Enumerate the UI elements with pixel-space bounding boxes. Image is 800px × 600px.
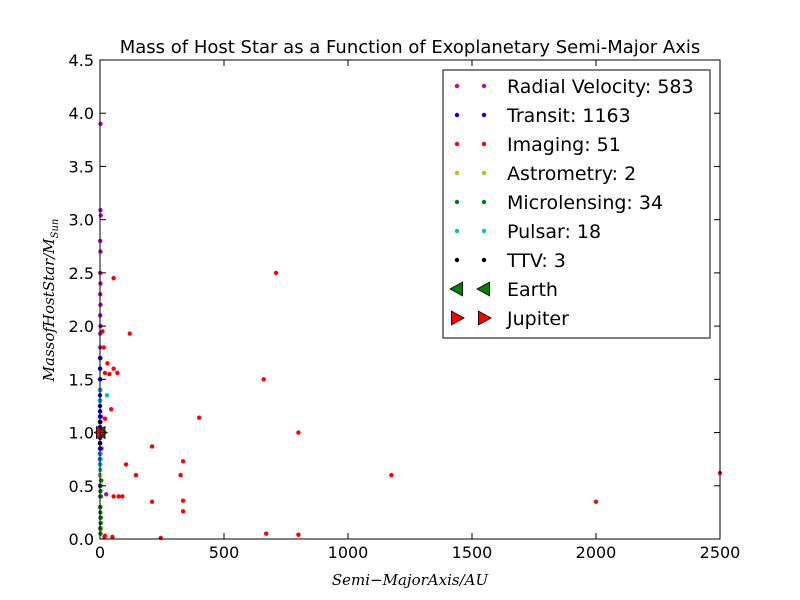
data-point-s2-p4	[111, 366, 116, 371]
data-point-s4-p4	[98, 494, 104, 499]
legend-marker-3-1	[481, 170, 487, 176]
y-tick-label-8: 4.0	[69, 104, 94, 123]
data-point-s2-p33	[100, 329, 105, 334]
legend-marker-6-0	[454, 257, 460, 263]
data-point-s2-p20	[111, 494, 116, 499]
x-tick-label-0: 0	[95, 543, 105, 562]
legend-marker-8-1	[478, 310, 492, 326]
x-tick-label-4: 2000	[576, 543, 617, 562]
data-point-s2-p9	[108, 406, 114, 412]
x-tick-label-2: 1000	[328, 543, 369, 562]
data-point-s2-p17	[178, 472, 183, 478]
data-point-s2-p1	[111, 276, 116, 281]
legend-marker-7-1	[476, 281, 490, 297]
legend-label-6: TTV: 3	[506, 250, 566, 272]
data-point-s2-p7	[107, 371, 112, 377]
legend-marker-4-0	[454, 199, 460, 205]
data-point-s2-p10	[197, 415, 202, 420]
legend-marker-6-1	[481, 257, 487, 263]
legend-label-1: Transit: 1163	[506, 105, 631, 127]
legend-marker-5-0	[454, 228, 460, 234]
legend-marker-2-0	[454, 141, 460, 147]
legend-marker-7-0	[449, 281, 463, 297]
data-point-s0-p31	[104, 492, 109, 497]
legend-marker-1-1	[481, 112, 487, 118]
legend-marker-3-0	[454, 170, 460, 176]
data-point-s2-p22	[120, 494, 125, 499]
data-point-s2-p28	[296, 532, 301, 537]
axis-ticks: 0 500 1000 1500 2000 2500 0.0 0.5 1.0 1.5 2.0 2.5 3.…	[69, 51, 741, 562]
data-point-s2-p8	[261, 377, 266, 382]
legend-label-5: Pulsar: 18	[507, 221, 601, 243]
data-point-s2-p13	[296, 430, 301, 435]
data-point-s2-p32	[101, 345, 106, 350]
data-point-s4-p1	[98, 515, 103, 520]
legend-marker-0-1	[481, 83, 487, 89]
y-axis-label-main: MassofHostStar/M	[40, 238, 58, 383]
data-point-s2-p2	[127, 331, 132, 336]
plot-frame	[99, 59, 721, 540]
y-tick-label-6: 3.0	[69, 211, 94, 230]
y-tick-label-7: 3.5	[69, 157, 94, 176]
x-tick-label-5: 2500	[700, 543, 741, 562]
y-tick-label-0: 0.0	[69, 530, 94, 549]
data-point-s2-p30	[110, 534, 115, 540]
data-point-s2-p5	[115, 370, 120, 376]
legend-marker-2-1	[481, 141, 487, 147]
data-point-s2-p21	[116, 494, 121, 499]
legend-label-7: Earth	[507, 279, 558, 301]
data-points	[93, 121, 723, 541]
data-point-s2-p34	[102, 534, 107, 540]
legend-label-4: Microlensing: 34	[507, 192, 663, 214]
x-axis-label: Semi−MajorAxis/AU	[332, 571, 490, 589]
data-point-s2-p18	[389, 472, 394, 478]
y-tick-label-9: 4.5	[69, 51, 94, 70]
legend-label-2: Imaging: 51	[507, 134, 621, 156]
chart-title: Mass of Host Star as a Function of Exopl…	[120, 37, 701, 58]
y-axis-label: MassofHostStar/MSun	[40, 219, 61, 383]
y-tick-label-4: 2.0	[69, 317, 94, 336]
data-point-s2-p26	[180, 509, 186, 514]
data-point-s2-p24	[180, 498, 186, 503]
legend-label-0: Radial Velocity: 583	[507, 76, 694, 98]
legend: Radial Velocity: 583 Transit: 1163 Imaging…	[442, 69, 711, 339]
data-point-s5-p6	[98, 456, 103, 462]
legend-marker-8-0	[451, 310, 465, 326]
x-tick-label-1: 500	[209, 543, 240, 562]
data-point-s2-p25	[593, 499, 599, 504]
data-point-s2-p15	[180, 459, 186, 464]
y-tick-label-2: 1.0	[69, 424, 94, 443]
data-point-s2-p3	[105, 361, 110, 366]
x-tick-label-3: 1500	[452, 543, 493, 562]
data-point-s2-p16	[133, 472, 139, 478]
legend-marker-5-1	[481, 228, 487, 234]
data-point-s2-p11	[102, 416, 108, 421]
y-tick-label-1: 0.5	[69, 477, 94, 496]
data-point-s2-p12	[149, 444, 155, 449]
y-tick-label-5: 2.5	[69, 264, 94, 283]
data-point-s5-p0	[104, 393, 110, 398]
legend-label-3: Astrometry: 2	[507, 163, 636, 185]
data-point-s2-p0	[273, 270, 279, 276]
data-point-s2-p14	[123, 462, 129, 467]
legend-marker-0-0	[454, 83, 460, 89]
data-point-s2-p6	[102, 370, 108, 376]
data-point-s0-p2	[98, 213, 103, 218]
data-point-s2-p23	[149, 499, 155, 504]
y-axis-label-subscript: Sun	[50, 219, 61, 239]
data-point-s2-p27	[263, 531, 269, 536]
legend-marker-4-1	[481, 199, 487, 205]
y-tick-label-3: 1.5	[69, 370, 94, 389]
legend-marker-1-0	[454, 112, 460, 118]
data-point-s4-p6	[98, 520, 103, 526]
legend-label-8: Jupiter	[506, 308, 569, 330]
